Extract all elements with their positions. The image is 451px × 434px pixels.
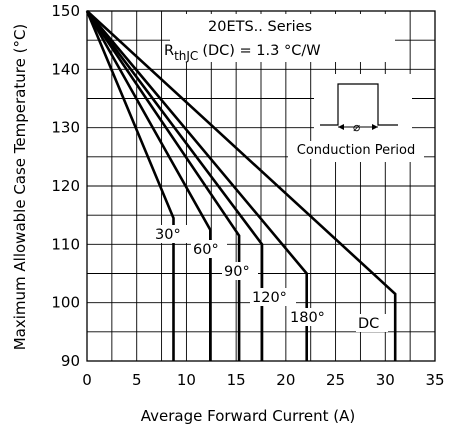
x-axis-title: Average Forward Current (A) — [141, 407, 356, 425]
y-tick-label: 150 — [51, 2, 80, 20]
curve-labels: 30° 60° 90°120°180° DC — [153, 225, 388, 332]
x-tick-label: 25 — [326, 371, 345, 389]
y-tick-label: 140 — [51, 60, 80, 78]
series-label: 90° — [224, 264, 250, 280]
series-label-background — [250, 288, 296, 306]
series-label-background — [191, 240, 227, 258]
y-tick-label: 100 — [51, 294, 80, 312]
series-label-background — [153, 225, 189, 243]
rth-prefix: R — [164, 43, 174, 59]
series-label: 30° — [155, 227, 181, 243]
series-label: DC — [358, 316, 379, 332]
x-tick-label: 5 — [132, 371, 142, 389]
rth-annotation: RthJC (DC) = 1.3 °C/W — [164, 43, 321, 63]
series-label-background — [288, 308, 334, 326]
x-tick-label: 0 — [82, 371, 92, 389]
series-line — [85, 10, 264, 361]
rth-subscript: thJC — [174, 49, 198, 63]
x-tick-label: 30 — [376, 371, 395, 389]
inset-label: Conduction Period — [297, 143, 415, 158]
y-tick-label: 120 — [51, 177, 80, 195]
x-tick-label: 20 — [276, 371, 295, 389]
series-line — [85, 10, 241, 361]
inset-waveform — [320, 83, 398, 126]
series-label: 120° — [252, 290, 287, 306]
y-tick-label: 110 — [51, 235, 80, 253]
plot-frame — [86, 10, 436, 362]
series-line — [85, 10, 175, 361]
inset-label-background — [288, 141, 424, 159]
curves — [85, 10, 397, 361]
series-label-background — [222, 262, 258, 280]
rth-value: (DC) = 1.3 °C/W — [202, 43, 320, 59]
y-tick-labels: 90 100 110 120 130 140 150 — [51, 2, 80, 370]
x-tick-labels: 0 5 10 15 20 25 30 35 — [82, 371, 444, 389]
x-tick-label: 10 — [177, 371, 196, 389]
series-annotation: 20ETS.. Series — [208, 19, 312, 35]
annotation-background — [170, 14, 395, 62]
inset-theta-symbol: ⌀ — [353, 120, 360, 134]
x-tick-label: 15 — [227, 371, 246, 389]
series-line — [85, 10, 212, 361]
y-tick-label: 130 — [51, 119, 80, 137]
y-tick-label: 90 — [61, 352, 80, 370]
inset-arrow-left — [338, 124, 344, 130]
inset-arrow-right — [372, 124, 378, 130]
series-line — [86, 10, 309, 361]
series-label-background — [356, 314, 388, 332]
series-label: 180° — [290, 310, 325, 326]
x-tick-label: 35 — [425, 371, 444, 389]
series-line — [86, 10, 397, 361]
conduction-inset: ⌀ Conduction Period — [288, 74, 424, 162]
y-axis-title: Maximum Allowable Case Temperature (°C) — [11, 24, 29, 351]
series-label: 60° — [193, 242, 219, 258]
